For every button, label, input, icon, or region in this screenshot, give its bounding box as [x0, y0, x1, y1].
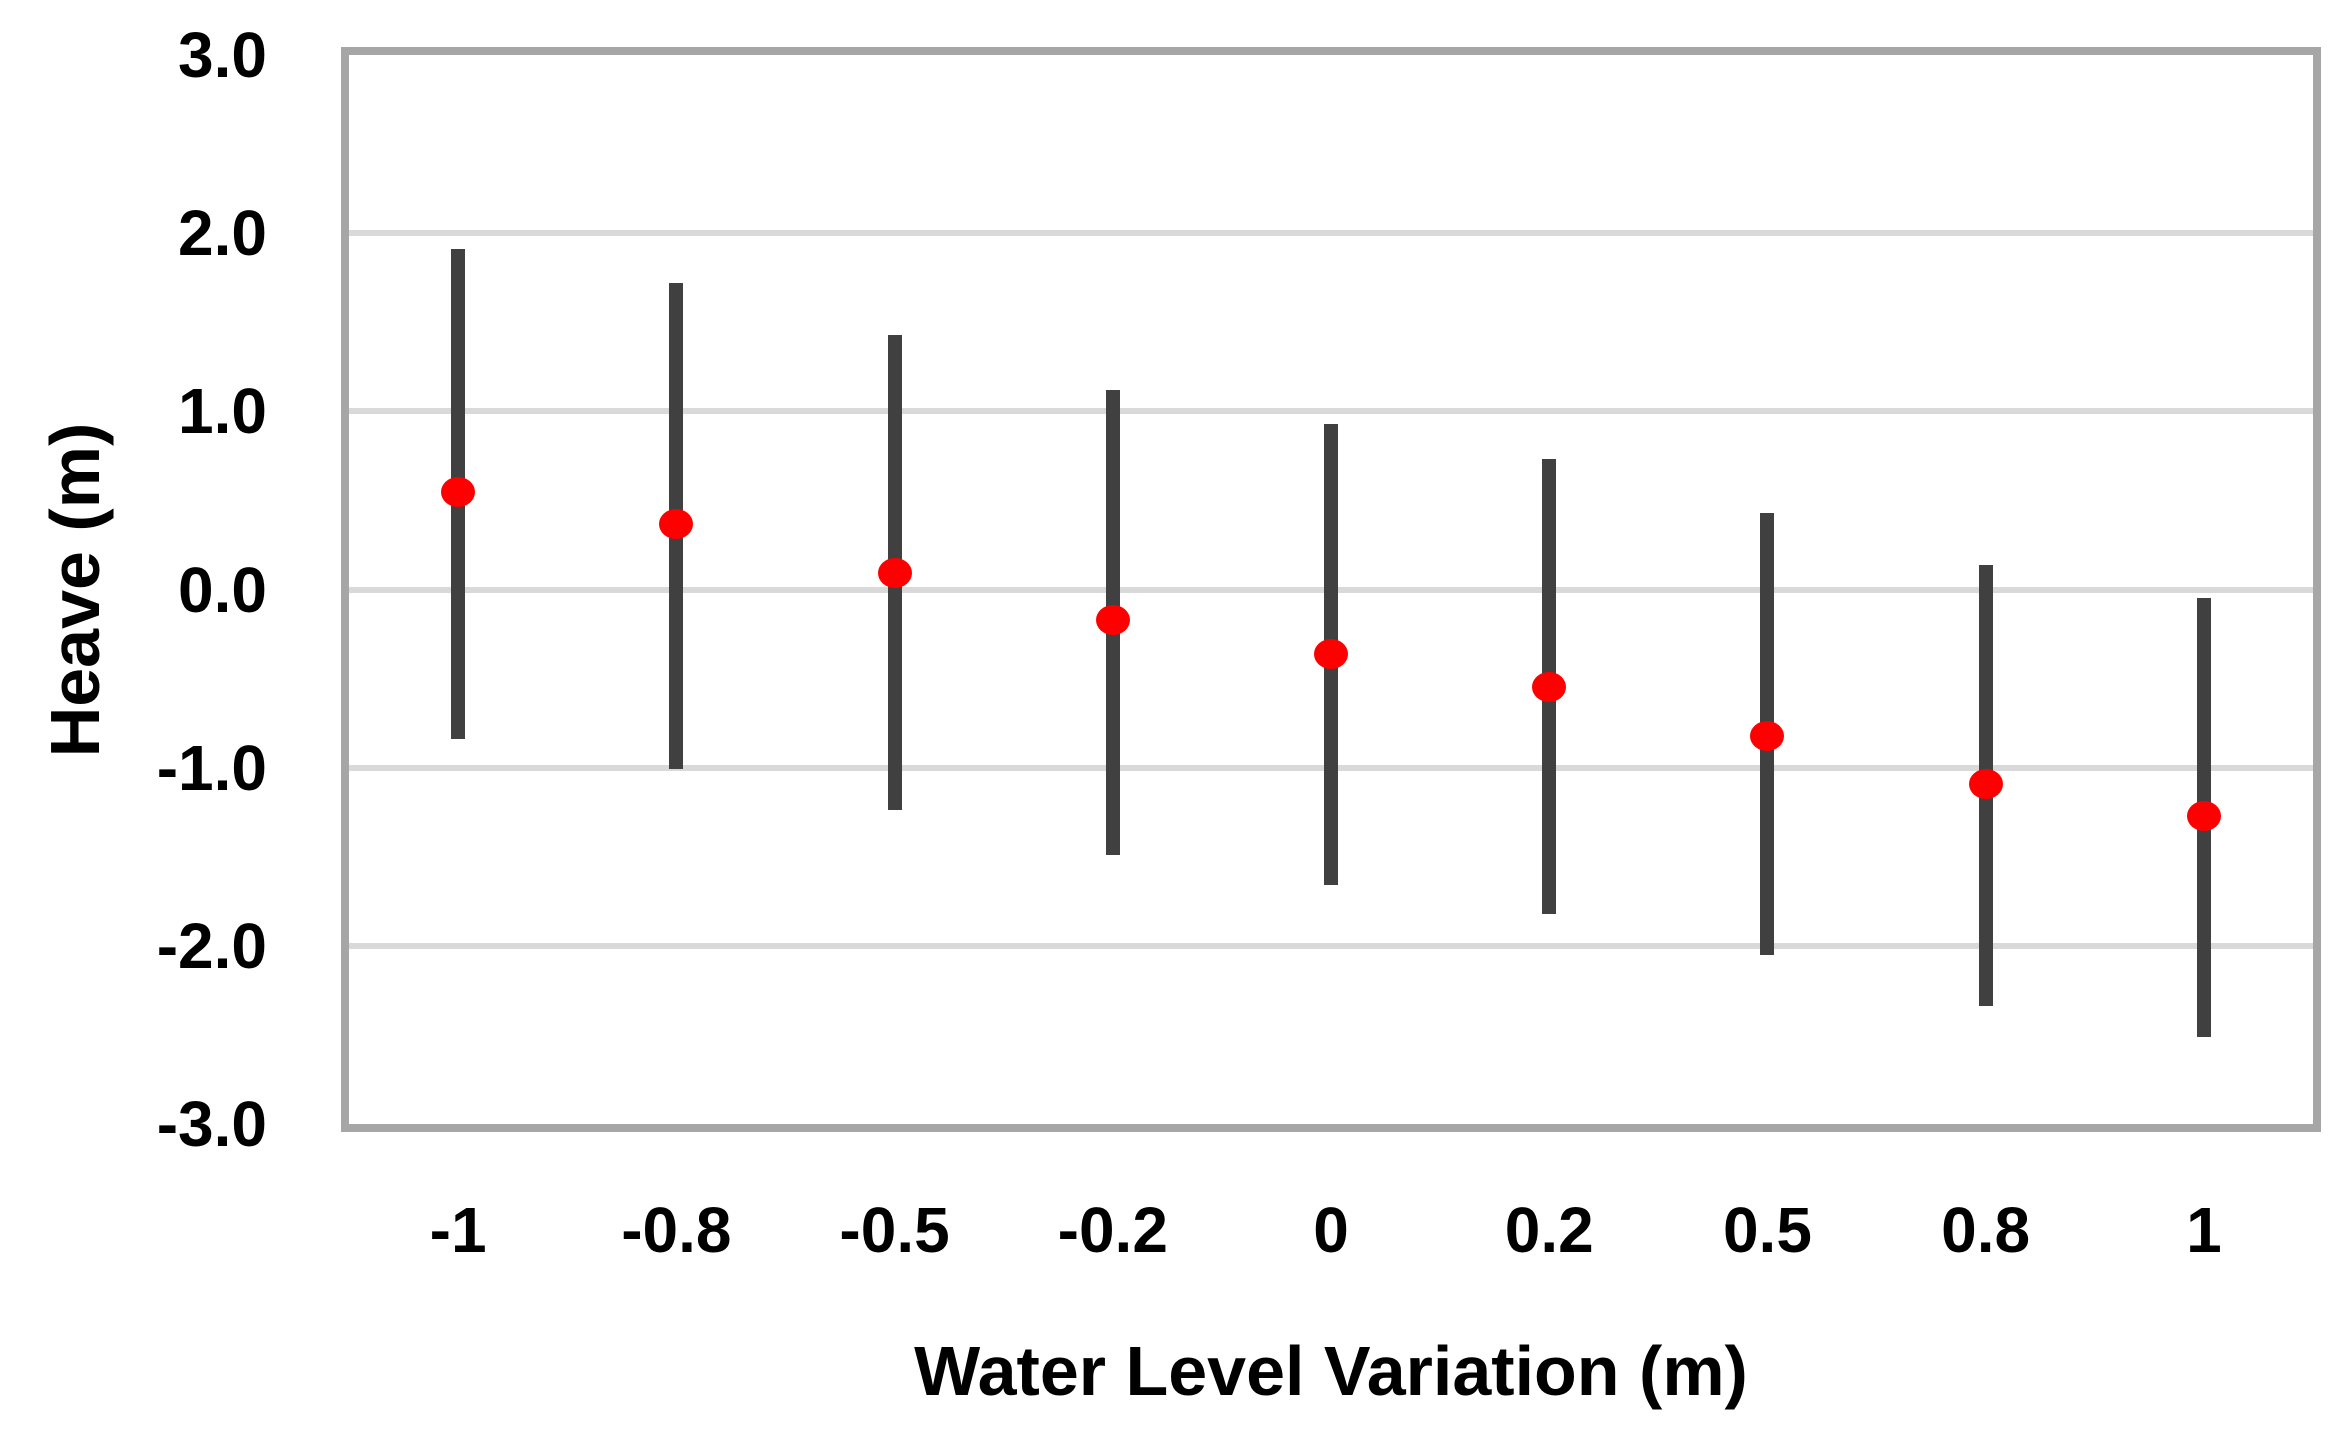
- plot-area-border: [341, 47, 2321, 1132]
- x-tick-label: -0.5: [839, 1194, 950, 1266]
- y-tick-label: 0.0: [178, 553, 267, 626]
- y-tick-label: 1.0: [178, 375, 267, 448]
- y-tick-label: 3.0: [178, 19, 267, 91]
- y-axis-title: Heave (m): [36, 422, 114, 758]
- x-tick-label: 0.2: [1504, 1194, 1594, 1266]
- gridline-y-2: [349, 230, 2313, 237]
- data-point-marker: [2186, 800, 2221, 831]
- data-point-marker: [659, 508, 694, 539]
- x-tick-label: 0.5: [1722, 1194, 1812, 1266]
- y-tick-label: -1.0: [156, 731, 267, 804]
- x-tick-label: -0.8: [621, 1194, 732, 1266]
- y-tick-label: 2.0: [178, 197, 267, 270]
- data-point-marker: [1750, 720, 1785, 751]
- x-tick-label: -1: [429, 1194, 487, 1266]
- x-tick-label: 1: [2186, 1194, 2222, 1266]
- y-tick-label: -2.0: [156, 909, 267, 982]
- data-point-marker: [877, 558, 912, 589]
- plot-area: [349, 55, 2313, 1124]
- gridline-y-1: [349, 408, 2313, 415]
- gridline-y--2: [349, 942, 2313, 949]
- y-tick-label: -3.0: [156, 1088, 267, 1160]
- x-tick-label: 0.8: [1941, 1194, 2031, 1266]
- data-point-marker: [1532, 672, 1567, 703]
- x-tick-label: 0: [1313, 1194, 1349, 1266]
- data-point-marker: [1095, 604, 1130, 635]
- data-point-marker: [1968, 768, 2003, 799]
- x-axis-title: Water Level Variation (m): [914, 1332, 1748, 1410]
- data-point-marker: [441, 476, 476, 507]
- data-point-marker: [1314, 638, 1348, 669]
- x-tick-label: -0.2: [1057, 1194, 1168, 1266]
